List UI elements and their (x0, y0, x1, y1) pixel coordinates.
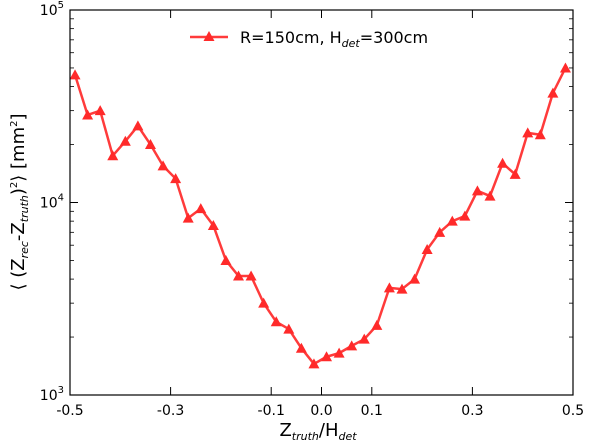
data-point-marker (421, 243, 433, 254)
y-title-end: ] (8, 113, 29, 120)
x-tick-label: 0.5 (562, 403, 584, 419)
y-axis-title: ⟨ (Zrec-Ztruth)2⟩ [mm2] (8, 113, 31, 290)
series-line-segment (413, 248, 429, 281)
data-point-marker (233, 270, 245, 281)
legend-label-pre: R=150cm, H (240, 28, 342, 47)
series-line-segment (488, 161, 504, 198)
data-point-marker (170, 173, 182, 184)
data-point-marker (270, 316, 282, 327)
y-title-sup: 2 (9, 182, 20, 188)
data-point-marker (358, 333, 370, 344)
data-point-marker (107, 150, 119, 161)
data-point-marker (157, 160, 169, 171)
y-title-tail: ⟩ [mm (8, 127, 29, 182)
data-point-marker (321, 351, 333, 362)
y-tick-label: 103 (40, 385, 64, 404)
x-tick-label: 0.0 (310, 403, 332, 419)
data-point-marker (484, 190, 496, 201)
data-point-marker (94, 105, 106, 116)
data-point-marker (119, 135, 131, 146)
y-title-sub2: truth (18, 195, 31, 222)
data-point-marker (383, 282, 395, 293)
x-tick-label: 0.3 (461, 403, 483, 419)
x-title-sub2: det (338, 430, 357, 443)
data-point-marker (333, 347, 345, 358)
data-point-marker (371, 319, 383, 330)
data-point-marker (522, 127, 534, 138)
data-point-marker (283, 323, 295, 334)
y-tick-label-base: 10 (40, 388, 58, 404)
x-axis-ticks: -0.5 -0.3 -0.1 0.0 0.1 0.3 0.5 (56, 10, 584, 419)
y-tick-label-exp: 3 (58, 385, 64, 396)
plot-background (70, 10, 573, 395)
data-point-marker (308, 358, 320, 369)
y-tick-label: 104 (40, 193, 64, 212)
legend-label-sub: det (342, 37, 361, 50)
series-line-segment (212, 224, 228, 262)
data-point-marker (182, 212, 194, 223)
y-title-close: ) (8, 188, 29, 195)
data-point-marker (195, 203, 207, 214)
legend: R=150cm, Hdet=300cm (190, 28, 428, 50)
data-point-marker (509, 168, 521, 179)
data-point-marker (434, 226, 446, 237)
series-line-segment (375, 286, 391, 327)
data-point-marker (82, 109, 94, 120)
data-point-marker (220, 254, 232, 265)
data-point-marker (396, 283, 408, 294)
series-line-segment (174, 177, 190, 220)
x-title-base: Z (279, 420, 291, 441)
data-point-marker (144, 139, 156, 150)
legend-label-post: =300cm (360, 28, 428, 47)
data-point-marker (69, 69, 81, 80)
y-tick-label-base: 10 (40, 3, 58, 19)
x-title-mid: /H (319, 420, 339, 441)
data-point-marker (295, 342, 307, 353)
series-line-segment (513, 131, 529, 176)
y-tick-label: 105 (40, 0, 64, 19)
x-tick-label: -0.5 (56, 403, 83, 419)
y-title-mid: -Z (8, 222, 29, 241)
y-title-sup2: 2 (9, 121, 20, 127)
y-title-open: ⟨ (Z (8, 258, 29, 290)
x-tick-label: 0.1 (361, 403, 383, 419)
data-point-marker (471, 185, 483, 196)
data-point-marker (534, 129, 546, 140)
legend-label: R=150cm, Hdet=300cm (240, 28, 428, 50)
series-line-segment (249, 274, 265, 305)
data-point-marker (459, 210, 471, 221)
x-tick-label: -0.3 (157, 403, 184, 419)
data-point-marker (446, 215, 458, 226)
x-axis-title: Ztruth/Hdet (279, 420, 357, 443)
plot-frame (69, 9, 574, 396)
series-markers-group (69, 62, 571, 369)
data-point-marker (559, 62, 571, 73)
data-point-marker (547, 87, 559, 98)
y-tick-label-base: 10 (40, 196, 58, 212)
series-line-segment (98, 109, 115, 157)
series-line-segment (73, 73, 89, 117)
legend-marker-swatch (203, 31, 215, 41)
y-tick-label-exp: 4 (58, 193, 64, 204)
data-point-marker (409, 273, 421, 284)
data-point-marker (346, 340, 358, 351)
data-point-marker (245, 270, 257, 281)
x-title-sub: truth (292, 430, 319, 443)
x-tick-label: -0.1 (258, 403, 285, 419)
data-point-marker (132, 120, 144, 131)
data-point-marker (207, 219, 219, 230)
series-line-segment (539, 91, 555, 136)
data-point-marker (258, 297, 270, 308)
y-title-sub1: rec (18, 241, 31, 258)
data-point-marker (497, 157, 509, 168)
y-tick-label-exp: 5 (58, 0, 64, 11)
